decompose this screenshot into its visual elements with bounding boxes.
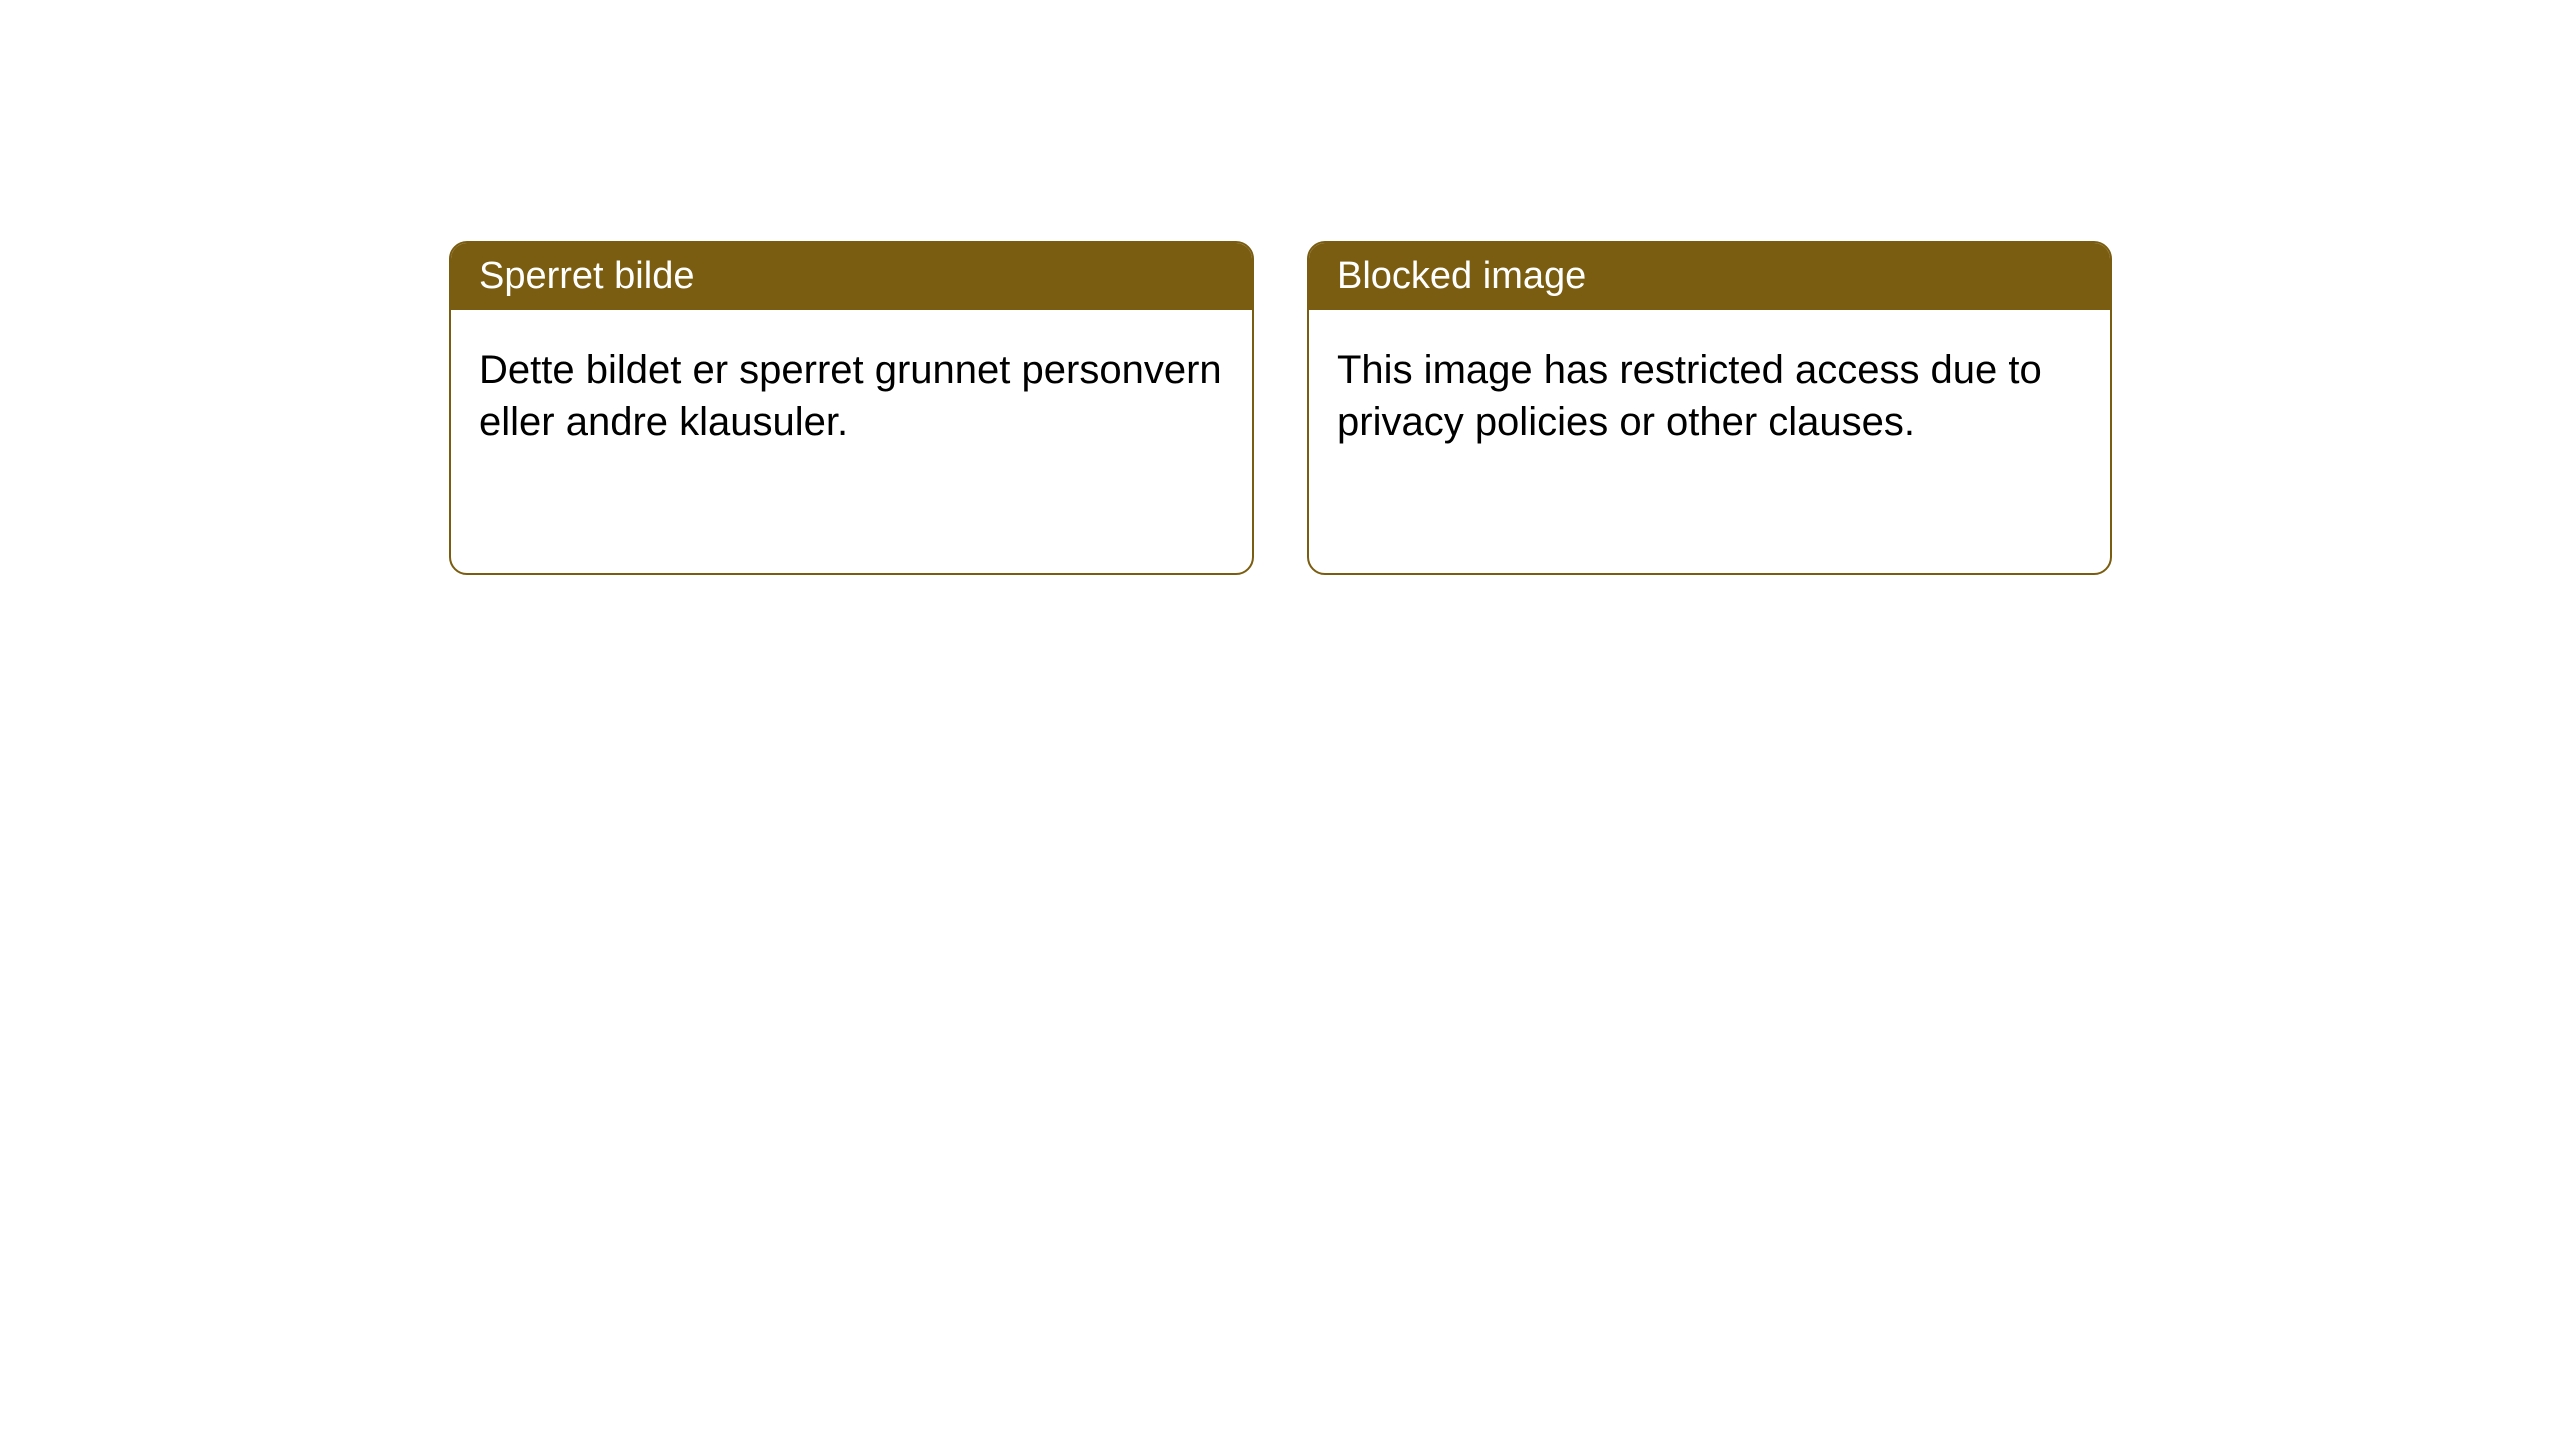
notice-box-norwegian: Sperret bilde Dette bildet er sperret gr… bbox=[449, 241, 1254, 575]
notice-box-english: Blocked image This image has restricted … bbox=[1307, 241, 2112, 575]
notice-title-norwegian: Sperret bilde bbox=[451, 243, 1252, 310]
notice-body-english: This image has restricted access due to … bbox=[1309, 310, 2110, 482]
notice-container: Sperret bilde Dette bildet er sperret gr… bbox=[449, 241, 2112, 575]
notice-title-english: Blocked image bbox=[1309, 243, 2110, 310]
notice-body-norwegian: Dette bildet er sperret grunnet personve… bbox=[451, 310, 1252, 482]
